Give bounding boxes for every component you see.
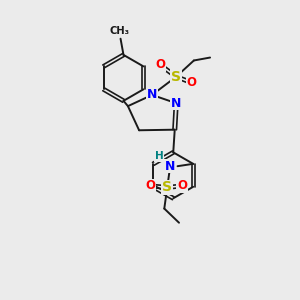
Text: S: S	[171, 70, 181, 84]
Text: O: O	[187, 76, 196, 89]
Text: N: N	[147, 88, 157, 101]
Text: H: H	[154, 151, 164, 161]
Text: O: O	[145, 179, 155, 192]
Text: S: S	[162, 180, 172, 194]
Text: CH₃: CH₃	[110, 26, 130, 36]
Text: N: N	[165, 160, 175, 173]
Text: N: N	[171, 97, 181, 110]
Text: O: O	[155, 58, 165, 71]
Text: O: O	[177, 179, 187, 192]
